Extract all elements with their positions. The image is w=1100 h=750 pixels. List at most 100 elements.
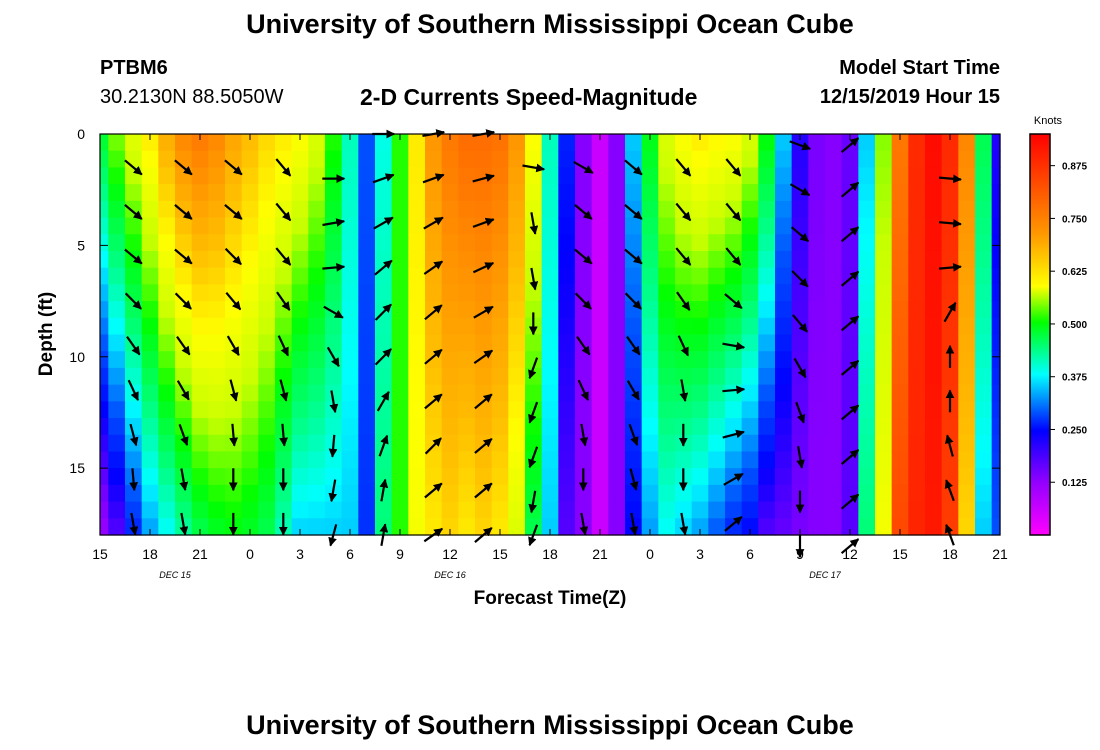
- heatmap-cell: [758, 267, 776, 285]
- heatmap-cell: [308, 250, 326, 269]
- heatmap-cell: [158, 250, 176, 269]
- heatmap-cell: [758, 317, 776, 336]
- current-vector-arrow: [176, 335, 191, 356]
- heatmap-cell: [625, 351, 643, 369]
- heatmap-cell: [658, 267, 676, 285]
- heatmap-cell: [325, 518, 343, 536]
- heatmap-cell: [925, 150, 943, 169]
- heatmap-cell: [991, 484, 1001, 503]
- current-vector-arrow: [840, 359, 860, 376]
- heatmap-cell: [925, 518, 943, 536]
- heatmap-cell: [108, 250, 126, 269]
- heatmap-cell: [158, 234, 176, 252]
- heatmap-cell: [925, 317, 943, 336]
- heatmap-cell: [341, 184, 359, 202]
- heatmap-cell: [441, 167, 459, 185]
- heatmap-cell: [491, 284, 509, 302]
- heatmap-cell: [858, 267, 876, 285]
- heatmap-cell: [791, 250, 809, 269]
- heatmap-cell: [725, 284, 743, 302]
- heatmap-cell: [541, 200, 559, 219]
- current-vector-arrow: [795, 401, 806, 424]
- heatmap-cell: [458, 301, 476, 319]
- colorbar-tick-label: 0.750: [1062, 214, 1087, 225]
- heatmap-cell: [941, 468, 959, 486]
- heatmap-cell: [975, 468, 993, 486]
- heatmap-cell: [741, 351, 759, 369]
- heatmap-cell: [925, 351, 943, 369]
- current-vector-arrow: [129, 468, 139, 492]
- heatmap-cell: [358, 367, 376, 386]
- heatmap-cell: [100, 150, 109, 169]
- current-vector-arrow: [679, 379, 689, 402]
- heatmap-cell: [941, 451, 959, 469]
- heatmap-cell: [641, 401, 659, 419]
- current-vector-arrow: [275, 202, 292, 222]
- current-vector-arrow: [944, 434, 954, 457]
- heatmap-cell: [158, 284, 176, 302]
- heatmap-cell: [100, 234, 109, 252]
- heatmap-cell: [591, 451, 609, 469]
- x-tick-label: 12: [442, 546, 458, 562]
- heatmap-cell: [508, 234, 526, 252]
- heatmap-cell: [825, 518, 843, 536]
- heatmap-cell: [825, 451, 843, 469]
- heatmap-cell: [258, 217, 276, 235]
- heatmap-cell: [225, 167, 243, 185]
- heatmap-cell: [208, 217, 226, 235]
- heatmap-cell: [758, 150, 776, 169]
- heatmap-cell: [625, 317, 643, 336]
- heatmap-cell: [241, 150, 259, 169]
- heatmap-cell: [241, 301, 259, 319]
- heatmap-cell: [608, 234, 626, 252]
- heatmap-cell: [658, 401, 676, 419]
- heatmap-cell: [525, 250, 543, 269]
- heatmap-cell: [875, 200, 893, 219]
- heatmap-cell: [641, 150, 659, 169]
- heatmap-cell: [625, 167, 643, 185]
- heatmap-cell: [991, 384, 1001, 402]
- heatmap-cell: [891, 234, 909, 252]
- current-vector-arrow: [275, 158, 292, 177]
- current-vector-arrow: [675, 158, 692, 177]
- heatmap-cell: [475, 468, 493, 486]
- heatmap-cell: [891, 468, 909, 486]
- heatmap-cell: [508, 367, 526, 386]
- heatmap-cell: [141, 134, 159, 152]
- heatmap-cell: [658, 384, 676, 402]
- heatmap-cell: [208, 134, 226, 152]
- heatmap-cell: [175, 267, 193, 285]
- current-vector-arrow: [938, 174, 962, 184]
- heatmap-cell: [125, 367, 143, 386]
- heatmap-cell: [875, 150, 893, 169]
- heatmap-cell: [708, 317, 726, 336]
- current-vector-arrow: [679, 512, 689, 536]
- heatmap-cell: [475, 484, 493, 503]
- heatmap-cell: [141, 150, 159, 169]
- heatmap-cell: [891, 401, 909, 419]
- heatmap-cell: [825, 267, 843, 285]
- heatmap-cell: [891, 317, 909, 336]
- heatmap-cell: [341, 150, 359, 169]
- heatmap-cell: [241, 367, 259, 386]
- heatmap-cell: [475, 334, 493, 352]
- heatmap-cell: [725, 384, 743, 402]
- heatmap-cell: [958, 468, 976, 486]
- heatmap-cell: [408, 284, 426, 302]
- heatmap-cell: [591, 434, 609, 453]
- x-tick-label: 12: [842, 546, 858, 562]
- heatmap-cell: [541, 250, 559, 269]
- heatmap-cell: [775, 301, 793, 319]
- heatmap-cell: [258, 134, 276, 152]
- heatmap-cell: [991, 200, 1001, 219]
- current-vector-arrow: [624, 159, 643, 176]
- heatmap-cell: [691, 451, 709, 469]
- heatmap-cell: [875, 401, 893, 419]
- heatmap-cell: [458, 184, 476, 202]
- heatmap-cell: [808, 167, 826, 185]
- heatmap-cell: [575, 401, 593, 419]
- heatmap-cell: [308, 150, 326, 169]
- x-tick-label: 21: [992, 546, 1008, 562]
- heatmap-cell: [908, 234, 926, 252]
- heatmap-cell: [691, 418, 709, 436]
